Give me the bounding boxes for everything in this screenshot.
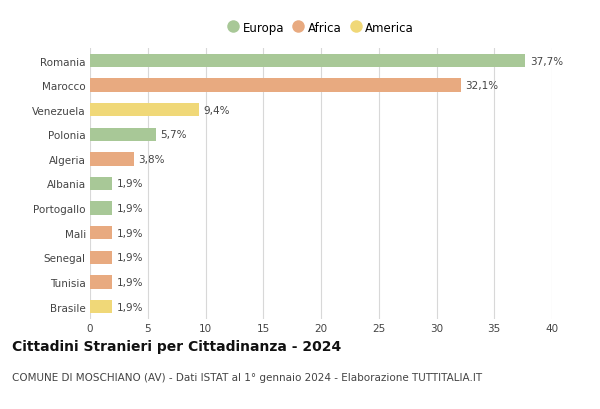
Bar — [90, 55, 526, 68]
Bar — [90, 79, 461, 93]
Text: 3,8%: 3,8% — [139, 155, 165, 164]
Text: 32,1%: 32,1% — [466, 81, 499, 91]
Legend: Europa, Africa, America: Europa, Africa, America — [224, 17, 418, 40]
Text: 1,9%: 1,9% — [116, 228, 143, 238]
Bar — [90, 128, 156, 142]
Text: 1,9%: 1,9% — [116, 179, 143, 189]
Bar — [90, 300, 112, 314]
Text: 5,7%: 5,7% — [160, 130, 187, 140]
Bar — [90, 202, 112, 215]
Text: 1,9%: 1,9% — [116, 277, 143, 287]
Bar — [90, 178, 112, 191]
Bar — [90, 153, 134, 166]
Text: 1,9%: 1,9% — [116, 204, 143, 213]
Text: 9,4%: 9,4% — [203, 106, 230, 115]
Bar — [90, 103, 199, 117]
Bar — [90, 251, 112, 265]
Bar — [90, 276, 112, 289]
Text: 37,7%: 37,7% — [530, 56, 563, 66]
Text: Cittadini Stranieri per Cittadinanza - 2024: Cittadini Stranieri per Cittadinanza - 2… — [12, 339, 341, 353]
Text: 1,9%: 1,9% — [116, 253, 143, 263]
Text: COMUNE DI MOSCHIANO (AV) - Dati ISTAT al 1° gennaio 2024 - Elaborazione TUTTITAL: COMUNE DI MOSCHIANO (AV) - Dati ISTAT al… — [12, 372, 482, 382]
Text: 1,9%: 1,9% — [116, 302, 143, 312]
Bar — [90, 227, 112, 240]
